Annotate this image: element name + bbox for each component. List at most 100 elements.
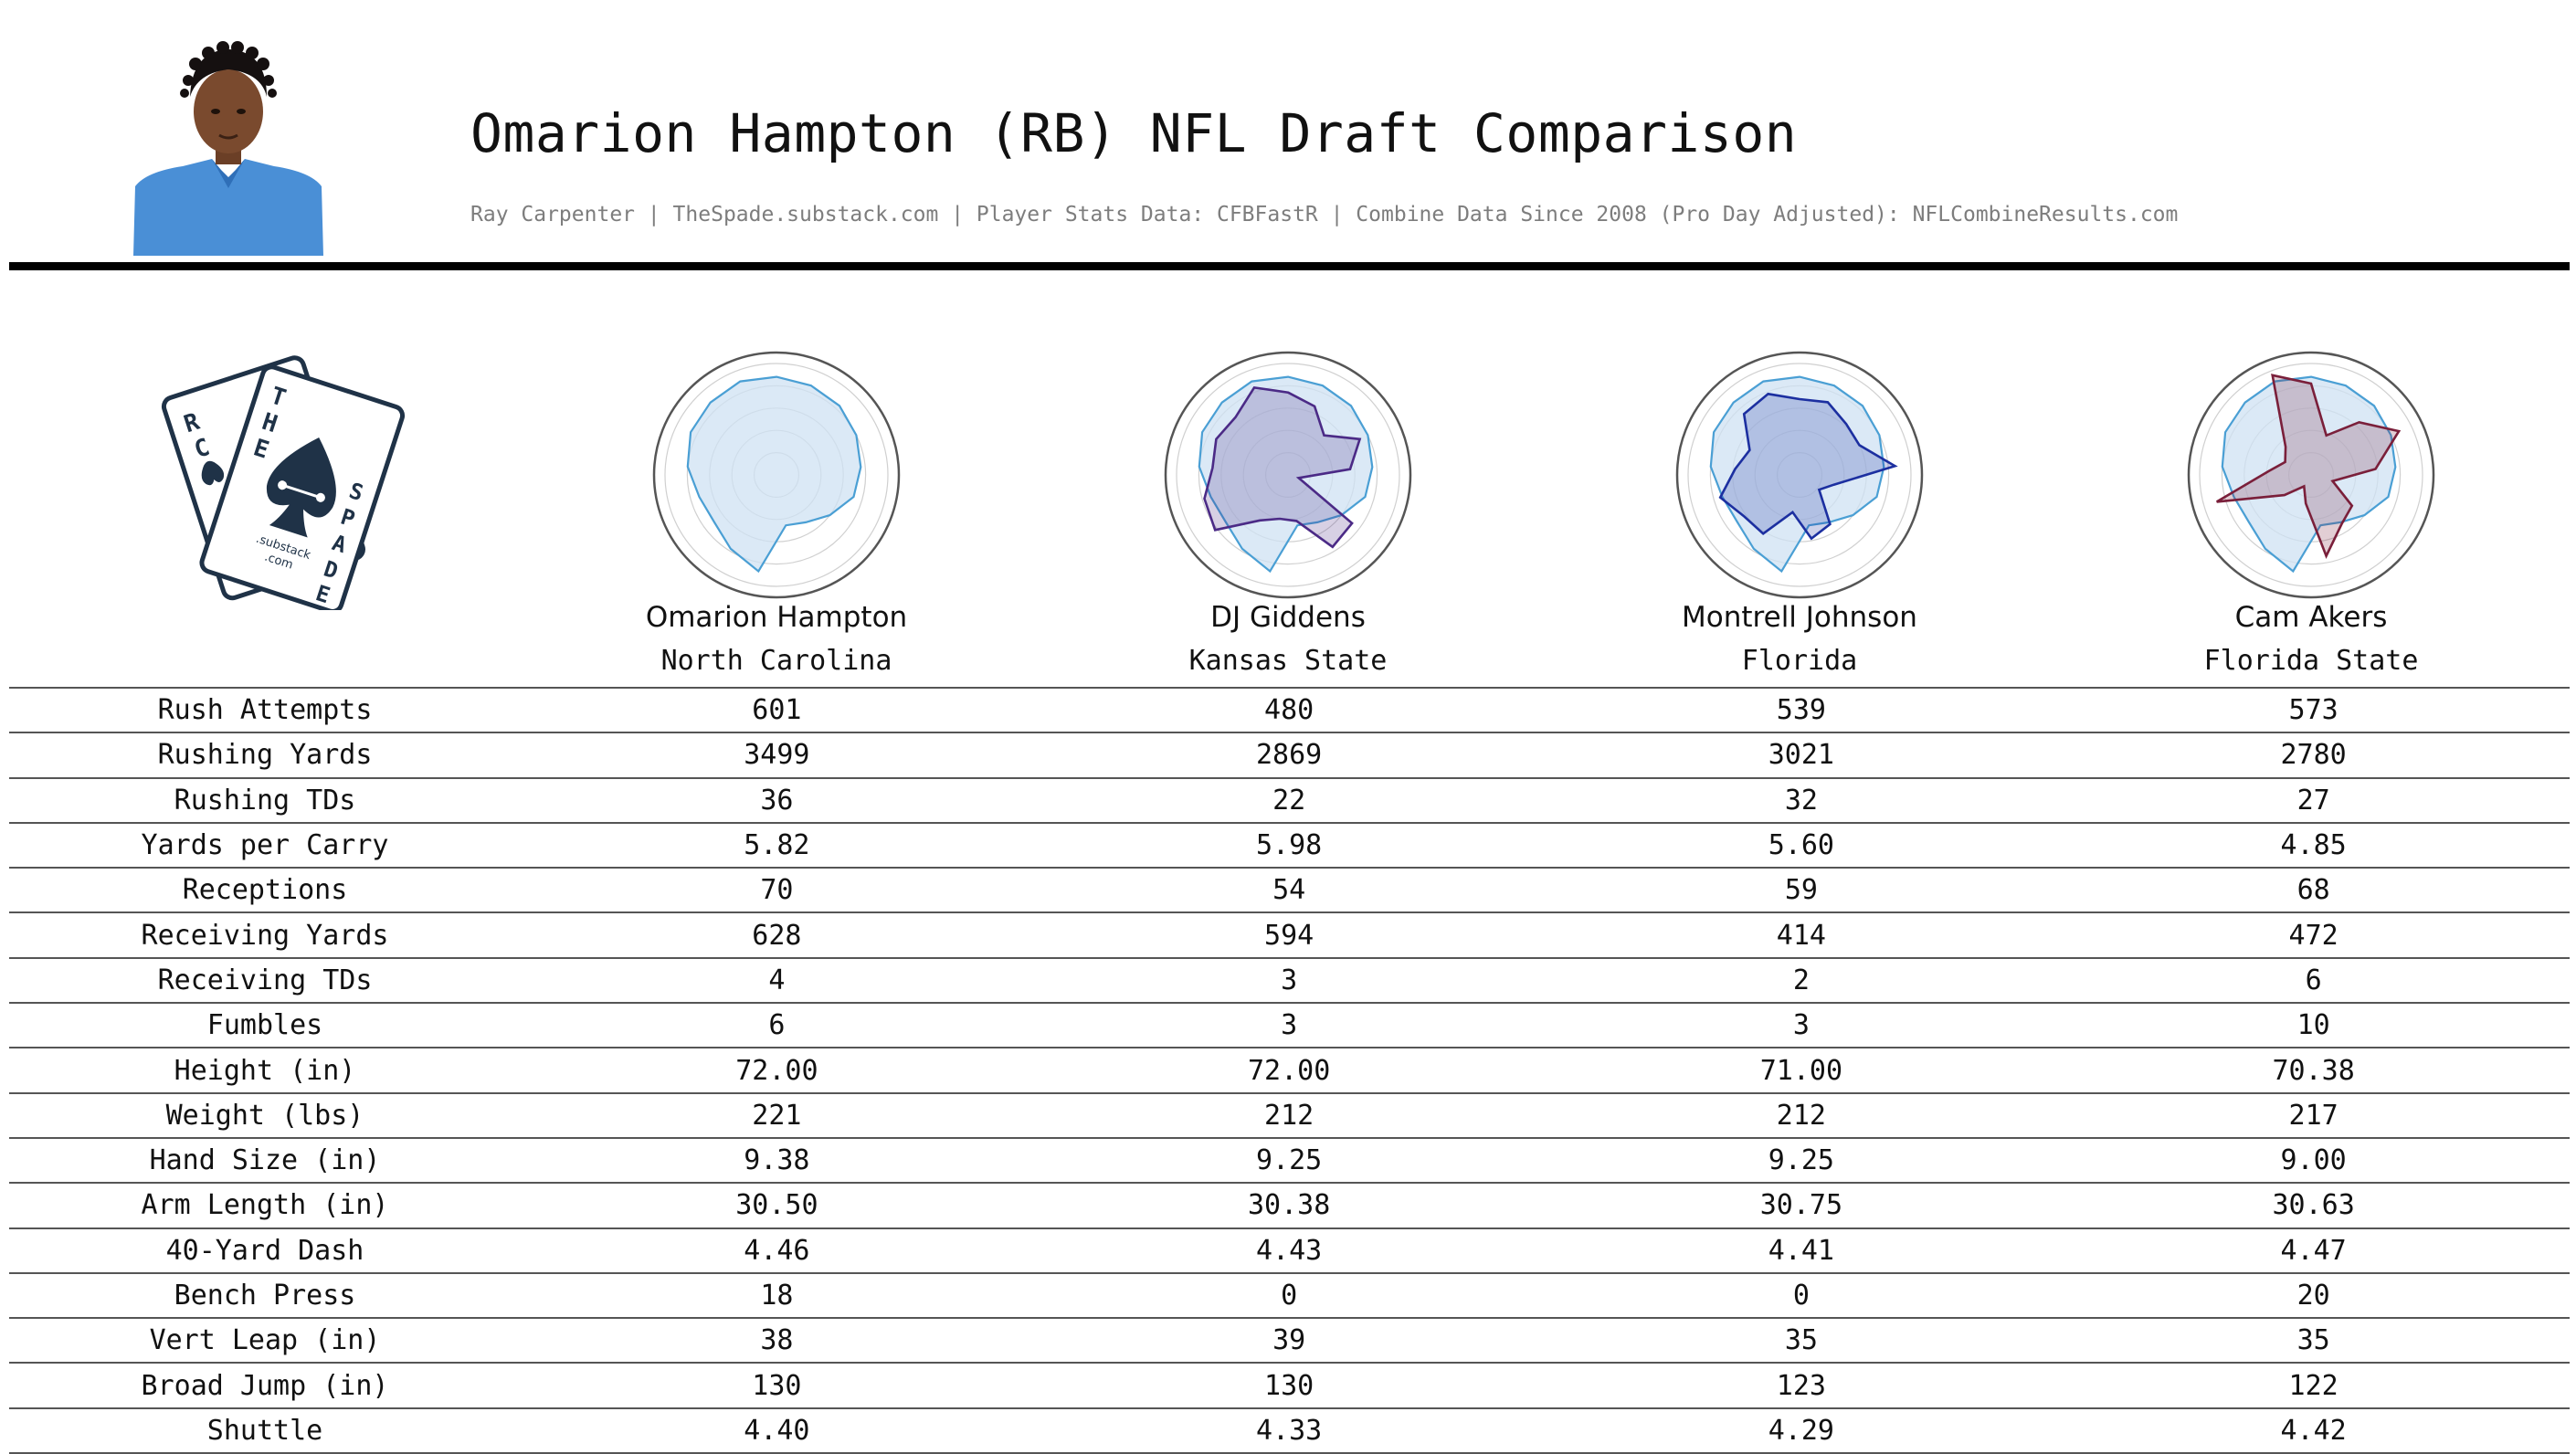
stat-value: 4.40 (521, 1407, 1033, 1454)
stat-value: 9.38 (521, 1136, 1033, 1184)
stat-value: 217 (2057, 1091, 2570, 1138)
stat-value: 22 (1032, 776, 1546, 823)
player-school: Florida State (2203, 645, 2419, 677)
stat-value: 5.60 (1545, 821, 2058, 869)
stat-value: 4.85 (2057, 821, 2570, 869)
stats-table: Rush Attempts 601 480 539 573 Rushing Yards 34… (9, 686, 2570, 1454)
stat-label: Vert Leap (in) (9, 1317, 521, 1364)
stat-value: 3499 (521, 732, 1033, 778)
table-row: Rushing Yards 3499 2869 3021 2780 (9, 732, 2570, 778)
player-column: DJ Giddens Kansas State (1078, 347, 1498, 683)
player-school: Kansas State (1188, 645, 1388, 677)
stat-value: 2869 (1032, 732, 1546, 778)
stat-label: Yards per Carry (9, 821, 521, 869)
stat-value: 3 (1545, 1002, 2058, 1048)
stat-value: 130 (1032, 1362, 1546, 1408)
stat-value: 122 (2057, 1362, 2570, 1408)
stat-value: 9.25 (1545, 1136, 2058, 1184)
stat-value: 6 (521, 1002, 1033, 1048)
source-credits: Ray Carpenter | TheSpade.substack.com | … (470, 203, 2179, 227)
stat-label: Fumbles (9, 1002, 521, 1048)
stat-value: 72.00 (521, 1047, 1033, 1093)
player-school: Florida (1741, 645, 1858, 677)
radar-chart (652, 351, 901, 599)
radar-chart (1164, 351, 1412, 599)
stat-value: 2780 (2057, 732, 2570, 778)
stat-label: Rushing TDs (9, 776, 521, 823)
table-row: Shuttle 4.40 4.33 4.29 4.42 (9, 1407, 2570, 1454)
stat-value: 601 (521, 686, 1033, 733)
player-name: Omarion Hampton (645, 601, 908, 634)
stat-value: 4 (521, 956, 1033, 1004)
stat-value: 130 (521, 1362, 1033, 1408)
stat-value: 59 (1545, 867, 2058, 913)
stat-label: Height (in) (9, 1047, 521, 1093)
stat-value: 36 (521, 776, 1033, 823)
stat-value: 30.75 (1545, 1182, 2058, 1228)
stat-value: 4.41 (1545, 1227, 2058, 1273)
stat-label: Receiving TDs (9, 956, 521, 1004)
stat-value: 32 (1545, 776, 2058, 823)
stat-value: 0 (1032, 1271, 1546, 1319)
stat-label: Rush Attempts (9, 686, 521, 733)
stat-label: Receptions (9, 867, 521, 913)
radar-grid-ring (1687, 363, 1912, 587)
stat-value: 594 (1032, 911, 1546, 958)
table-row: Height (in) 72.00 72.00 71.00 70.38 (9, 1047, 2570, 1093)
stat-value: 4.47 (2057, 1227, 2570, 1273)
stat-value: 35 (2057, 1317, 2570, 1364)
table-row: Arm Length (in) 30.50 30.38 30.75 30.63 (9, 1182, 2570, 1228)
stat-value: 30.38 (1032, 1182, 1546, 1228)
stat-value: 628 (521, 911, 1033, 958)
stat-value: 10 (2057, 1002, 2570, 1048)
table-row: Rushing TDs 36 22 32 27 (9, 776, 2570, 823)
stat-label: Arm Length (in) (9, 1182, 521, 1228)
stat-value: 39 (1032, 1317, 1546, 1364)
spade-icon (267, 437, 336, 538)
stat-value: 0 (1545, 1271, 2058, 1319)
stat-value: 38 (521, 1317, 1033, 1364)
stat-value: 5.82 (521, 821, 1033, 869)
stat-value: 221 (521, 1091, 1033, 1138)
table-row: Weight (lbs) 221 212 212 217 (9, 1091, 2570, 1138)
table-row: Yards per Carry 5.82 5.98 5.60 4.85 (9, 821, 2570, 869)
player-name: Cam Akers (2234, 601, 2388, 634)
player-column: Cam Akers Florida State (2101, 347, 2521, 683)
table-row: 40-Yard Dash 4.46 4.43 4.41 4.47 (9, 1227, 2570, 1273)
stat-value: 480 (1032, 686, 1546, 733)
stat-value: 3 (1032, 956, 1546, 1004)
stat-value: 4.29 (1545, 1407, 2058, 1454)
radar-grid-ring (2199, 363, 2423, 587)
stat-label: Receiving Yards (9, 911, 521, 958)
stat-value: 71.00 (1545, 1047, 2058, 1093)
radar-series-comparison (1203, 385, 1362, 549)
stat-value: 2 (1545, 956, 2058, 1004)
table-row: Bench Press 18 0 0 20 (9, 1271, 2570, 1319)
player-headshot-photo (128, 33, 329, 256)
stat-value: 4.46 (521, 1227, 1033, 1273)
stat-label: Weight (lbs) (9, 1091, 521, 1138)
player-school: North Carolina (660, 645, 892, 677)
radar-series-comparison (1718, 392, 1898, 541)
stat-label: Broad Jump (in) (9, 1362, 521, 1408)
stat-value: 3 (1032, 1002, 1546, 1048)
player-column: Omarion Hampton North Carolina (566, 347, 987, 683)
radar-series-base (686, 375, 862, 574)
radar-grid-ring (664, 363, 889, 587)
table-row: Hand Size (in) 9.38 9.25 9.25 9.00 (9, 1136, 2570, 1184)
stat-value: 414 (1545, 911, 2058, 958)
table-row: Receiving Yards 628 594 414 472 (9, 911, 2570, 958)
stat-label: Shuttle (9, 1407, 521, 1454)
player-column: Montrell Johnson Florida (1589, 347, 2010, 683)
radar-chart (1675, 351, 1924, 599)
radar-series-base (1198, 375, 1374, 574)
stat-label: 40-Yard Dash (9, 1227, 521, 1273)
stat-label: Hand Size (in) (9, 1136, 521, 1184)
stat-value: 123 (1545, 1362, 2058, 1408)
stat-value: 20 (2057, 1271, 2570, 1319)
stat-value: 54 (1032, 867, 1546, 913)
stat-value: 30.63 (2057, 1182, 2570, 1228)
stat-value: 35 (1545, 1317, 2058, 1364)
player-name: Montrell Johnson (1682, 601, 1917, 634)
table-row: Fumbles 6 3 3 10 (9, 1002, 2570, 1048)
